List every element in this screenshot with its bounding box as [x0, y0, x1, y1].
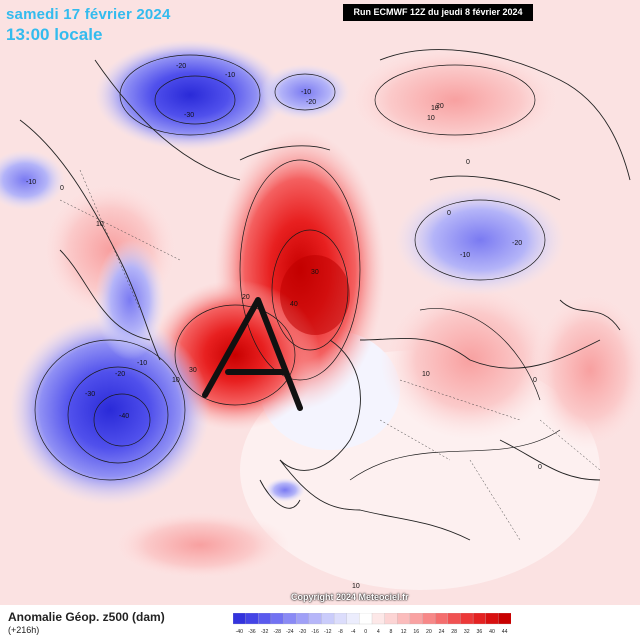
contour-label: 10 — [431, 105, 439, 112]
contour-label: -40 — [119, 413, 129, 420]
legend-swatch — [447, 613, 461, 625]
contour-label: -30 — [184, 112, 194, 119]
legend-tick-label: 36 — [477, 629, 483, 635]
drawn-letter-a — [202, 297, 303, 411]
legend-tick-label: -4 — [351, 629, 356, 635]
forecast-date: samedi 17 février 2024 — [6, 6, 171, 23]
legend-tick-label: 8 — [390, 629, 393, 635]
legend-tick-label: 28 — [451, 629, 457, 635]
contour-label: 10 — [172, 377, 180, 384]
legend-tick-label: -8 — [338, 629, 343, 635]
legend-tick-label: -20 — [299, 629, 307, 635]
contour-label: 0 — [60, 185, 64, 192]
contour-label: -10 — [26, 179, 36, 186]
negative-anomaly-west — [0, 150, 65, 210]
anomaly-map: -20 -10 -30 -20 -10 0 10 -10 0 10 20 10 … — [0, 0, 640, 605]
contour-label: 10 — [352, 583, 360, 590]
legend-tick-label: 32 — [464, 629, 470, 635]
contour-label: 20 — [436, 103, 444, 110]
contour-label: -10 — [301, 89, 311, 96]
contour-label: -20 — [176, 63, 186, 70]
contour-label: -20 — [512, 240, 522, 247]
negative-anomaly-pacific — [95, 40, 285, 150]
legend-tick-label: 20 — [426, 629, 432, 635]
legend-tick-label: -36 — [248, 629, 256, 635]
legend-tick-label: 16 — [413, 629, 419, 635]
contour-label: 10 — [96, 221, 104, 228]
negative-anomaly-iberia — [265, 478, 305, 502]
legend-tick-label: 24 — [439, 629, 445, 635]
anomaly-core — [280, 255, 350, 335]
legend-swatch — [384, 613, 398, 625]
contour-label: 0 — [538, 464, 542, 471]
legend-tick-label: -16 — [311, 629, 319, 635]
legend-tick-label: -24 — [286, 629, 294, 635]
contour-label: -10 — [137, 360, 147, 367]
legend-swatch — [308, 613, 322, 625]
legend-tick-label: -32 — [261, 629, 269, 635]
legend-swatch — [346, 613, 360, 625]
legend-swatch — [321, 613, 335, 625]
negative-anomaly-hudson — [95, 240, 165, 360]
legend-swatch — [283, 613, 297, 625]
legend-swatch — [409, 613, 424, 625]
positive-anomaly-east-asia — [530, 290, 640, 450]
color-legend: -40 -36 -32 -28 -24 -20 -16 -12 -8 -4 0 4 8 12 16 20 24 2… — [233, 613, 511, 635]
legend-swatch — [485, 613, 499, 625]
country-borders — [59, 169, 601, 541]
legend-tick-label: -12 — [324, 629, 332, 635]
legend-tick-label: 40 — [489, 629, 495, 635]
negative-anomaly-siberia — [395, 185, 565, 295]
contour-label: 0 — [533, 377, 537, 384]
contour-label: -10 — [225, 72, 235, 79]
contour-label: 40 — [290, 301, 298, 308]
contour-lines — [34, 54, 561, 481]
coastlines — [19, 49, 631, 541]
legend-swatch — [359, 613, 373, 625]
contour-label: 30 — [189, 367, 197, 374]
negative-anomaly-us-east — [10, 315, 210, 505]
contour-label: 30 — [311, 269, 319, 276]
contour-label: 20 — [242, 294, 250, 301]
contour-label: -20 — [115, 371, 125, 378]
legend-swatch — [460, 613, 474, 625]
positive-anomaly-atlantic — [110, 510, 290, 580]
legend-swatch — [422, 613, 436, 625]
legend-swatch — [397, 613, 411, 625]
legend-tick-label: 4 — [377, 629, 380, 635]
legend-swatch — [245, 613, 259, 625]
legend-swatch — [333, 613, 348, 625]
legend-swatch — [371, 613, 386, 625]
legend-tick-label: 0 — [364, 629, 367, 635]
copyright-text: Copyright 2024 Meteociel.fr — [291, 592, 409, 602]
contour-label: -10 — [460, 252, 470, 259]
legend-swatch — [296, 613, 310, 625]
contour-label: 0 — [447, 210, 451, 217]
legend-swatch — [270, 613, 284, 625]
model-run-banner: Run ECMWF 12Z du jeudi 8 février 2024 — [343, 4, 533, 21]
forecast-time: 13:00 locale — [6, 25, 103, 44]
contour-label: -20 — [306, 99, 316, 106]
legend-swatch — [233, 613, 247, 625]
product-title: Anomalie Géop. z500 (dam) — [8, 610, 165, 624]
legend-tick-label: 44 — [502, 629, 508, 635]
legend-swatch — [498, 613, 511, 625]
positive-anomaly-siberia — [345, 45, 565, 155]
contour-label: -30 — [85, 391, 95, 398]
legend-swatch — [258, 613, 272, 625]
legend-tick-label: 12 — [401, 629, 407, 635]
legend-tick-label: -28 — [273, 629, 281, 635]
forecast-step: (+216h) — [8, 625, 40, 635]
legend-tick-label: -40 — [236, 629, 244, 635]
contour-label: 10 — [422, 371, 430, 378]
legend-swatch — [435, 613, 449, 625]
legend-swatch — [472, 613, 487, 625]
negative-anomaly-bering — [260, 64, 350, 120]
contour-label: 10 — [427, 115, 435, 122]
contour-label: 0 — [466, 159, 470, 166]
contour-labels: -20 -10 -30 -20 -10 0 10 -10 0 10 20 10 … — [26, 63, 542, 590]
